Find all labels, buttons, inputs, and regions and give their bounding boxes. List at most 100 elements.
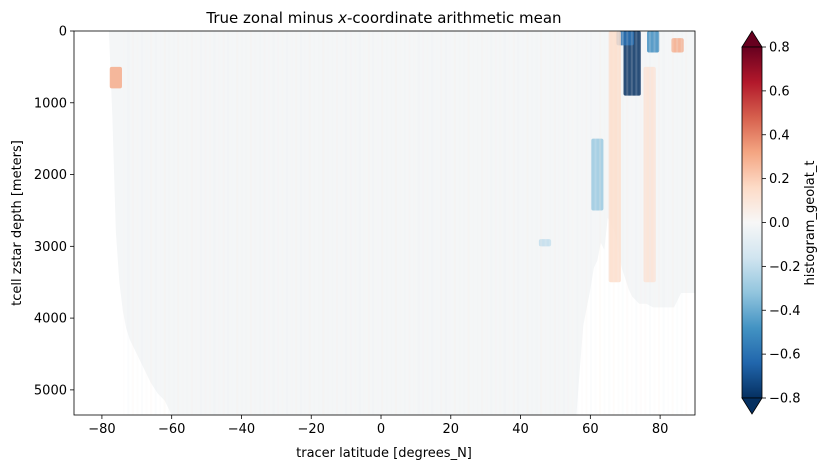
colorbar-tick-label: 0.0: [769, 216, 790, 231]
texture-stripe: [499, 31, 502, 415]
texture-stripe: [571, 31, 574, 415]
texture-stripe: [349, 31, 352, 415]
texture-stripe: [168, 31, 171, 415]
texture-stripe: [122, 31, 125, 415]
y-axis-label: tcell zstar depth [meters]: [10, 140, 25, 306]
texture-stripe: [662, 31, 665, 415]
y-tick-label: 3000: [34, 240, 67, 255]
texture-stripe: [639, 31, 642, 415]
texture-stripe: [531, 31, 534, 415]
texture-stripe: [617, 31, 620, 415]
texture-stripe: [512, 31, 515, 415]
texture-stripe: [453, 31, 456, 415]
texture-stripe: [227, 31, 230, 415]
texture-stripe: [322, 31, 325, 415]
texture-stripe: [413, 31, 416, 415]
texture-stripe: [390, 31, 393, 415]
texture-stripe: [172, 31, 175, 415]
texture-stripe: [667, 31, 670, 415]
colorbar-body: [741, 46, 763, 399]
texture-stripe: [358, 31, 361, 415]
texture-stripe: [580, 31, 583, 415]
colorbar-tick-label: −0.8: [769, 392, 801, 407]
texture-stripe: [249, 31, 252, 415]
texture-stripe: [508, 31, 511, 415]
texture-stripe: [440, 31, 443, 415]
texture-stripe: [635, 31, 638, 415]
texture-stripe: [562, 31, 565, 415]
texture-stripe: [190, 31, 193, 415]
texture-stripe: [195, 31, 198, 415]
texture-stripe: [331, 31, 334, 415]
colorbar-tick-label: −0.4: [769, 304, 801, 319]
anomaly-cell: [538, 239, 552, 247]
texture-stripe: [145, 31, 148, 415]
x-axis: −80 −60 −40 −20 0 20 40 60 80: [88, 415, 668, 437]
texture-stripe: [236, 31, 239, 415]
texture-stripe: [521, 31, 524, 415]
texture-stripe: [608, 31, 611, 415]
texture-stripe: [277, 31, 280, 415]
texture-stripe: [462, 31, 465, 415]
texture-stripe: [336, 31, 339, 415]
stripe-layer: [122, 31, 688, 415]
x-tick-label: 0: [377, 422, 385, 437]
texture-stripe: [326, 31, 329, 415]
texture-stripe: [549, 31, 552, 415]
texture-stripe: [589, 31, 592, 415]
texture-stripe: [444, 31, 447, 415]
texture-stripe: [199, 31, 202, 415]
texture-stripe: [345, 31, 348, 415]
texture-stripe: [263, 31, 266, 415]
texture-stripe: [599, 31, 602, 415]
x-tick-label: 80: [652, 422, 669, 437]
texture-stripe: [449, 31, 452, 415]
texture-stripe: [181, 31, 184, 415]
texture-stripe: [372, 31, 375, 415]
texture-stripe: [594, 31, 597, 415]
texture-stripe: [290, 31, 293, 415]
texture-stripe: [490, 31, 493, 415]
texture-stripe: [272, 31, 275, 415]
anomaly-cell: [671, 38, 684, 53]
texture-stripe: [404, 31, 407, 415]
texture-stripe: [286, 31, 289, 415]
texture-stripe: [671, 31, 674, 415]
y-tick-label: 2000: [34, 168, 67, 183]
texture-stripe: [154, 31, 157, 415]
anomaly-cell: [623, 31, 641, 96]
texture-stripe: [385, 31, 388, 415]
texture-stripe: [295, 31, 298, 415]
texture-stripe: [313, 31, 316, 415]
texture-stripe: [685, 31, 688, 415]
texture-stripe: [680, 31, 683, 415]
texture-stripe: [363, 31, 366, 415]
colorbar-label: histogram_geolat_t: [803, 161, 818, 286]
texture-stripe: [394, 31, 397, 415]
texture-stripe: [435, 31, 438, 415]
texture-stripe: [304, 31, 307, 415]
texture-stripe: [240, 31, 243, 415]
texture-stripe: [603, 31, 606, 415]
texture-stripe: [553, 31, 556, 415]
y-tick-label: 4000: [34, 312, 67, 327]
texture-stripe: [494, 31, 497, 415]
texture-stripe: [612, 31, 615, 415]
texture-stripe: [231, 31, 234, 415]
texture-stripe: [376, 31, 379, 415]
anomaly-cell: [608, 31, 621, 283]
texture-stripe: [526, 31, 529, 415]
texture-stripe: [204, 31, 207, 415]
texture-stripe: [317, 31, 320, 415]
texture-stripe: [140, 31, 143, 415]
texture-stripe: [576, 31, 579, 415]
texture-stripe: [630, 31, 633, 415]
texture-stripe: [258, 31, 261, 415]
texture-stripe: [213, 31, 216, 415]
texture-stripe: [567, 31, 570, 415]
texture-stripe: [408, 31, 411, 415]
anomaly-cell: [591, 138, 604, 211]
colorbar-tick-label: 0.8: [769, 41, 790, 56]
texture-stripe: [308, 31, 311, 415]
anomaly-cell: [647, 31, 660, 53]
